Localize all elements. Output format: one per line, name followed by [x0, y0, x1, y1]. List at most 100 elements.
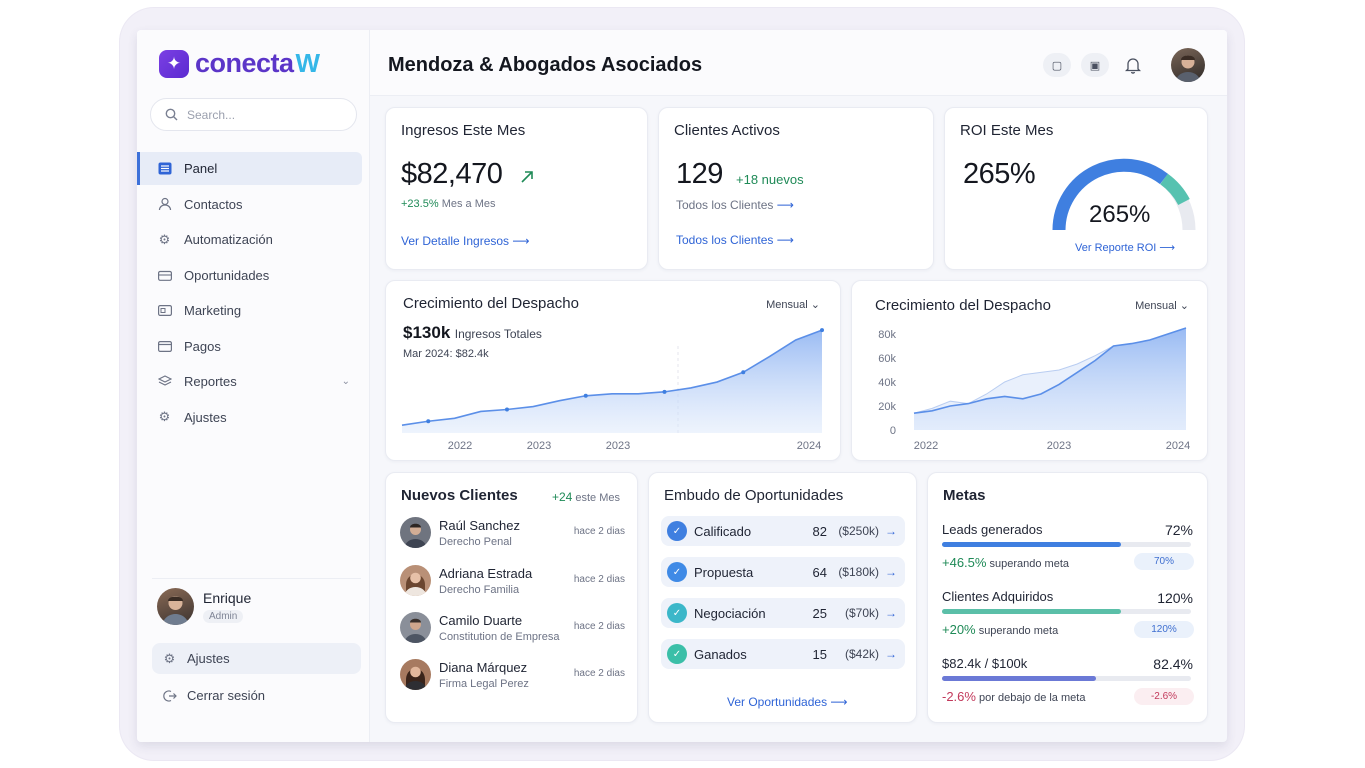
page-title: Mendoza & Abogados Asociados — [388, 54, 703, 76]
card-title: Metas — [943, 487, 986, 504]
funnel-amount: ($70k) — [844, 606, 879, 620]
data-point — [820, 328, 824, 333]
sidebar-item-automatizacion[interactable]: ⚙ Automatización — [137, 223, 362, 256]
goal-percent: 120% — [1157, 590, 1193, 606]
header-avatar[interactable] — [1171, 48, 1205, 82]
client-practice: Derecho Penal — [439, 535, 512, 548]
app-window: ✦ conecta W Panel Contactos ⚙ Automatiza… — [137, 30, 1227, 742]
layers-icon — [157, 374, 172, 389]
chevron-down-icon[interactable]: ⌄ — [341, 376, 350, 387]
sidebar-item-panel[interactable]: Panel — [137, 152, 362, 185]
funnel-count: 64 — [812, 564, 827, 580]
list-item[interactable]: Diana Márquez Firma Legal Perez hace 2 di… — [400, 659, 625, 690]
active-clients-card: Clientes Activos 129 +18 nuevos Todos lo… — [658, 107, 934, 270]
goal-delta-text: superando meta — [978, 625, 1059, 637]
avatar — [400, 659, 431, 690]
y-tick-label: 40k — [878, 377, 896, 389]
sidebar-item-marketing[interactable]: Marketing — [137, 294, 362, 327]
card-title: Clientes Activos — [674, 122, 780, 139]
x-tick-label: 2023 — [527, 440, 551, 452]
sidebar-item-oportunidades[interactable]: Oportunidades — [137, 259, 362, 292]
revenue-detail-link[interactable]: Ver Detalle Ingresos ⟶ — [401, 234, 530, 248]
data-point — [426, 419, 431, 424]
goal-chip: 70% — [1134, 553, 1194, 570]
card-title: Embudo de Oportunidades — [664, 487, 844, 504]
goal-progress-fill — [942, 542, 1122, 547]
chevron-down-icon: ⌄ — [810, 299, 820, 311]
message-icon[interactable]: ▣ — [1081, 53, 1109, 77]
search-input[interactable] — [187, 107, 337, 122]
sidebar-item-reportes[interactable]: Reportes ⌄ — [137, 365, 362, 398]
sidebar-item-label: Oportunidades — [184, 267, 270, 283]
goal-delta: -2.6% por debajo de la meta — [942, 689, 1085, 704]
card-title: Nuevos Clientes — [401, 487, 518, 504]
revenue-change: +23.5% Mes a Mes — [401, 198, 495, 210]
settings-button[interactable]: ⚙ Ajustes — [152, 643, 361, 674]
goal-percent: 72% — [1164, 522, 1193, 538]
logout-button[interactable]: Cerrar sesión — [152, 680, 361, 711]
check-icon: ✓ — [667, 603, 687, 623]
link-label: Ver Reporte ROI — [1075, 242, 1157, 254]
new-clients-badge-value: +24 — [551, 490, 573, 504]
sidebar-item-ajustes[interactable]: ⚙ Ajustes — [137, 401, 362, 434]
funnel-stage: Negociación — [694, 605, 766, 621]
period-select[interactable]: Mensual ⌄ — [766, 298, 820, 311]
new-clients-count: +18 nuevos — [736, 172, 804, 187]
header-actions: ▢ ▣ — [1043, 48, 1205, 82]
user-icon — [157, 197, 172, 212]
roi-report-link[interactable]: Ver Reporte ROI ⟶ — [1075, 242, 1176, 254]
roi-value: 265% — [963, 158, 1036, 190]
funnel-row-propuesta[interactable]: ✓ Propuesta 64 → ($180k) — [661, 557, 905, 587]
all-clients-link[interactable]: Todos los Clientes ⟶ — [676, 233, 794, 247]
goal-chip: -2.6% — [1134, 688, 1194, 705]
goals-card: Metas Leads generados 72% +46.5% superan… — [927, 472, 1208, 723]
x-tick-label: 2024 — [1166, 440, 1190, 452]
client-time: hace 2 dias — [573, 621, 625, 632]
card-title: Crecimiento del Despacho — [875, 297, 1051, 314]
divider — [152, 578, 361, 579]
user-profile[interactable]: Enrique Admin — [157, 588, 251, 625]
goal-progress-fill — [942, 676, 1097, 681]
sidebar-item-contactos[interactable]: Contactos — [137, 188, 362, 221]
total-revenue-label: Ingresos Totales — [454, 327, 542, 341]
top-bar: Mendoza & Abogados Asociados ▢ ▣ — [370, 30, 1227, 96]
client-time: hace 2 dias — [573, 574, 625, 585]
all-clients-sub-label: Todos los Clientes — [676, 198, 774, 212]
roi-card: ROI Este Mes 265% 265% Ver Reporte ROI ⟶ — [944, 107, 1208, 270]
list-item[interactable]: Adriana Estrada Derecho Familia hace 2 di… — [400, 565, 625, 596]
device-icon[interactable]: ▢ — [1043, 53, 1071, 77]
funnel-row-calificado[interactable]: ✓ Calificado 82 → ($250k) — [661, 516, 905, 546]
goal-delta-value: +46.5% — [942, 555, 987, 570]
gear-icon: ⚙ — [158, 409, 171, 424]
bell-icon[interactable] — [1119, 51, 1147, 79]
list-item[interactable]: Raúl Sanchez Derecho Penal hace 2 dias — [400, 517, 625, 548]
list-item[interactable]: Camilo Duarte Constitution de Empresa hac… — [400, 612, 625, 643]
roi-gauge-value: 265% — [1089, 201, 1151, 228]
funnel-row-ganados[interactable]: ✓ Ganados 15 → ($42k) — [661, 639, 905, 669]
funnel-count: 82 — [812, 523, 827, 539]
sidebar-item-label: Contactos — [184, 196, 243, 212]
link-label: Ver Detalle Ingresos — [401, 234, 510, 248]
goal-progress-fill — [942, 609, 1122, 614]
new-clients-badge-label: este Mes — [575, 492, 620, 504]
chevron-down-icon: ⌄ — [1179, 300, 1189, 312]
y-tick-label: 80k — [878, 329, 896, 341]
total-revenue: $130k Ingresos Totales — [403, 323, 542, 343]
revenue-value: $82,470 — [401, 158, 503, 190]
avatar — [400, 565, 431, 596]
brand-logo[interactable]: ✦ conecta W — [159, 48, 320, 79]
user-name: Enrique — [203, 589, 252, 606]
period-select[interactable]: Mensual ⌄ — [1135, 299, 1189, 312]
search-icon — [165, 108, 178, 121]
chart-note: Mar 2024: $82.4k — [403, 348, 489, 360]
goal-progress-bar — [942, 542, 1191, 547]
sidebar-item-label: Panel — [184, 161, 218, 176]
sidebar: ✦ conecta W Panel Contactos ⚙ Automatiza… — [137, 30, 370, 742]
funnel-link[interactable]: Ver Oportunidades ⟶ — [727, 695, 848, 709]
sidebar-item-pagos[interactable]: Pagos — [137, 330, 362, 363]
gear-icon: ⚙ — [163, 650, 176, 666]
search-box[interactable] — [150, 98, 357, 131]
logo-compass-icon: ✦ — [159, 49, 189, 78]
funnel-row-negociacion[interactable]: ✓ Negociación 25 → ($70k) — [661, 598, 905, 628]
period-label: Mensual — [1135, 300, 1177, 312]
